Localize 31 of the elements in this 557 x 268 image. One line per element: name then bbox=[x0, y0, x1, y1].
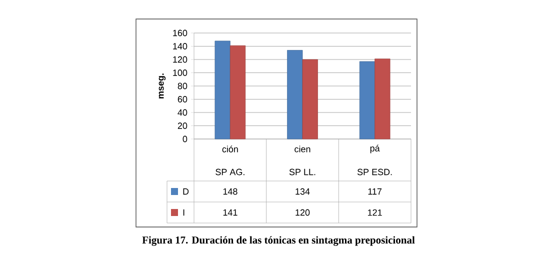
x-tick-label: pá bbox=[370, 144, 380, 154]
bar bbox=[287, 50, 303, 140]
data-label: 120 bbox=[296, 209, 310, 216]
y-tick-label: 100 bbox=[173, 70, 188, 76]
x-tick-label: cien bbox=[294, 146, 310, 152]
y-tick-label: 140 bbox=[173, 43, 188, 50]
y-tick-label: 0 bbox=[182, 136, 188, 142]
text: SP LL. bbox=[289, 168, 316, 176]
bar bbox=[230, 45, 246, 140]
data-label: 148 bbox=[223, 188, 238, 195]
data-label: 117 bbox=[368, 188, 382, 195]
legend-label: I bbox=[183, 209, 184, 216]
legend-label: D bbox=[183, 188, 189, 195]
text: SP AG. bbox=[216, 168, 244, 176]
data-label: 134 bbox=[296, 188, 310, 195]
y-tick-label: 160 bbox=[173, 30, 188, 36]
y-tick-label: 80 bbox=[178, 82, 188, 90]
y-tick-label: 40 bbox=[178, 109, 188, 116]
data-label: 121 bbox=[368, 209, 382, 216]
bar bbox=[359, 61, 376, 140]
bar bbox=[214, 40, 230, 140]
y-tick-label: 120 bbox=[173, 56, 188, 63]
y-axis-title: mseg. bbox=[158, 74, 166, 98]
y-tick-label: 20 bbox=[178, 122, 188, 129]
x-tick-label: ción bbox=[222, 146, 238, 152]
text: Figura 17. Duración de las tónicas en sintagma preposicional bbox=[142, 236, 415, 246]
y-tick-label: 60 bbox=[178, 96, 188, 102]
data-label: 141 bbox=[223, 209, 238, 216]
bar bbox=[302, 59, 318, 140]
text: SP ESD. bbox=[357, 168, 392, 176]
bar bbox=[374, 58, 390, 140]
